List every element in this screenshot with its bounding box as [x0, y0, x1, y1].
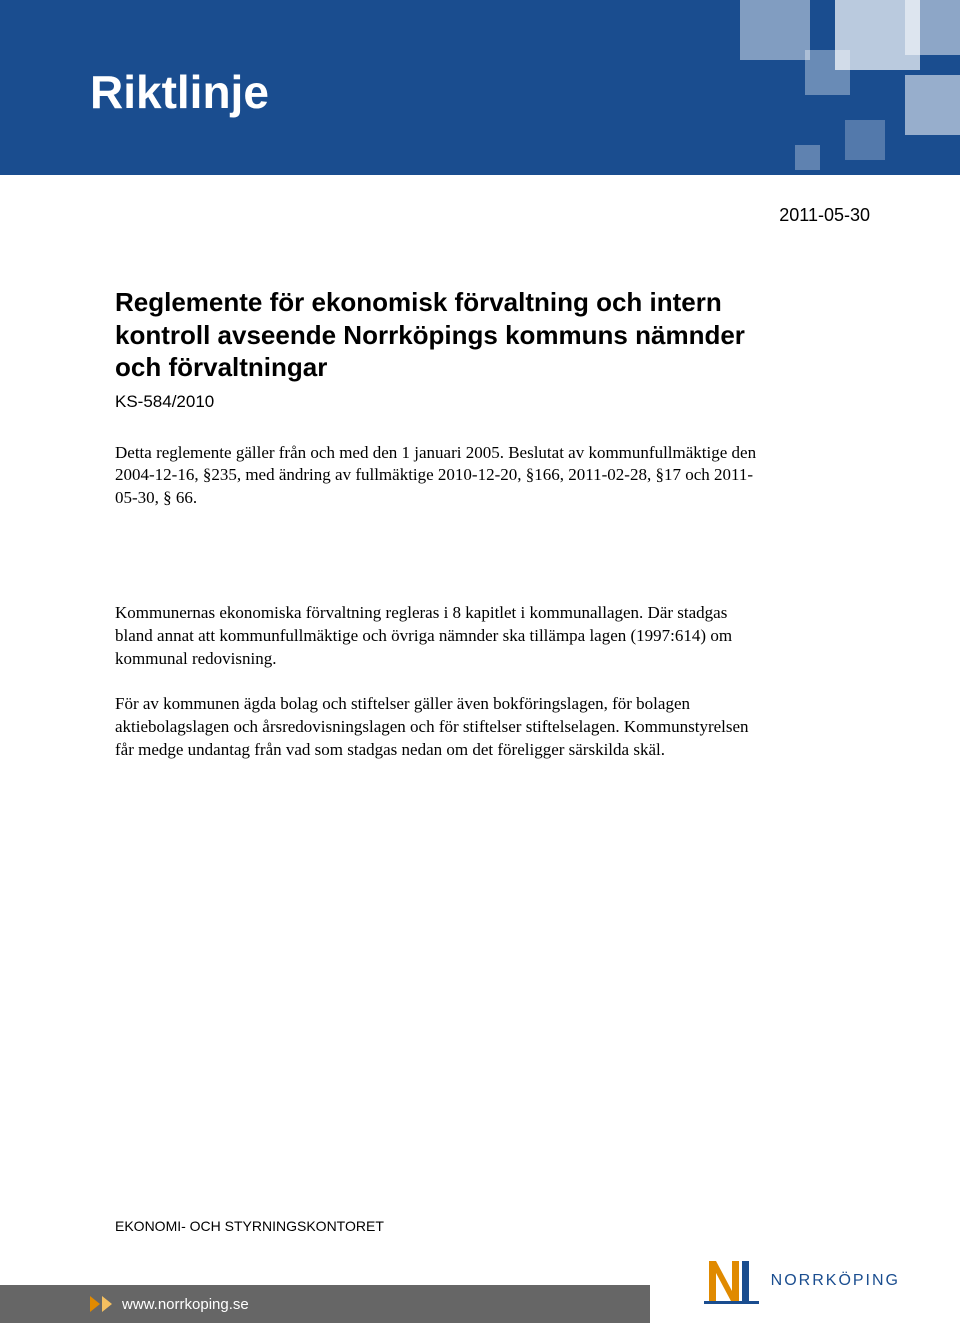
document-reference: KS-584/2010 — [115, 392, 760, 412]
document-title: Reglemente för ekonomisk förvaltning och… — [115, 286, 760, 384]
decorative-squares — [640, 0, 960, 175]
footer: EKONOMI- OCH STYRNINGSKONTORET www.norrk… — [0, 1208, 960, 1323]
logo-text: NORRKÖPING — [771, 1272, 900, 1290]
arrow-icon — [90, 1296, 100, 1312]
arrow-icon — [102, 1296, 112, 1312]
header-banner: Riktlinje — [0, 0, 960, 175]
document-content: Reglemente för ekonomisk förvaltning och… — [0, 226, 960, 762]
footer-bar: www.norrkoping.se — [0, 1285, 650, 1323]
paragraph-2: Kommunernas ekonomiska förvaltning regle… — [115, 602, 760, 671]
paragraph-3: För av kommunen ägda bolag och stiftelse… — [115, 693, 760, 762]
footer-department: EKONOMI- OCH STYRNINGSKONTORET — [115, 1218, 384, 1234]
footer-url: www.norrkoping.se — [122, 1296, 249, 1313]
logo: NORRKÖPING — [704, 1253, 900, 1308]
logo-mark-icon — [704, 1253, 759, 1308]
document-date: 2011-05-30 — [0, 175, 960, 226]
paragraph-1: Detta reglemente gäller från och med den… — [115, 442, 760, 511]
